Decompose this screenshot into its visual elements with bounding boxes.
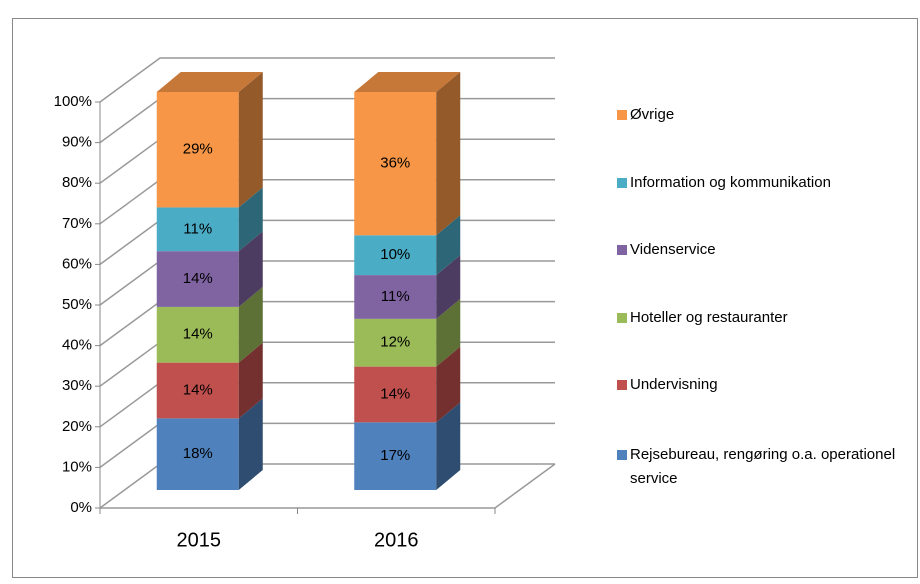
bar-side xyxy=(238,72,263,208)
y-tick-label: 30% xyxy=(62,377,92,394)
y-tick-label: 0% xyxy=(70,499,92,516)
value-label: 12% xyxy=(380,334,410,351)
value-label: 18% xyxy=(183,445,213,462)
y-tick-label: 20% xyxy=(62,418,92,435)
bar-side xyxy=(436,215,461,276)
value-label: 29% xyxy=(183,141,213,158)
bar-side xyxy=(436,346,461,423)
bar-side xyxy=(238,286,263,363)
bar-segment xyxy=(354,92,437,236)
grid-line xyxy=(99,57,555,103)
value-label: 14% xyxy=(183,381,213,398)
legend-swatch xyxy=(617,313,627,323)
bar-segment xyxy=(156,362,239,419)
bar-side xyxy=(436,72,461,236)
value-label: 14% xyxy=(183,270,213,287)
bar-segment xyxy=(156,207,239,252)
legend-label: Information og kommunikation xyxy=(630,174,831,191)
bar-side xyxy=(436,298,461,367)
bar-segment xyxy=(354,318,437,367)
value-label: 14% xyxy=(183,326,213,343)
legend-label: Hoteller og restauranter xyxy=(630,309,788,326)
y-tick-label: 50% xyxy=(62,296,92,313)
bar-segment xyxy=(156,306,239,363)
y-tick-label: 100% xyxy=(54,93,92,110)
legend-label: Rejsebureau, rengøring o.a. operationel … xyxy=(630,446,896,487)
bar-side xyxy=(238,187,263,252)
legend-swatch xyxy=(617,450,627,460)
y-tick-label: 40% xyxy=(62,337,92,354)
x-tick-label: 2016 xyxy=(374,529,419,551)
legend-label: Øvrige xyxy=(630,106,675,123)
bar-segment xyxy=(354,366,437,423)
bar-side xyxy=(238,398,263,490)
legend-swatch xyxy=(617,110,627,120)
bar-side xyxy=(238,342,263,419)
value-label: 17% xyxy=(380,447,410,464)
legend-swatch xyxy=(617,380,627,390)
bar-segment xyxy=(156,92,239,208)
bar-side xyxy=(436,255,461,319)
y-tick-label: 90% xyxy=(62,134,92,151)
legend-swatch xyxy=(617,245,627,255)
bar-segment xyxy=(354,422,437,490)
y-tick-label: 60% xyxy=(62,255,92,272)
y-tick-label: 80% xyxy=(62,174,92,191)
legend-label: Videnservice xyxy=(630,241,716,258)
bar-top xyxy=(156,72,263,92)
bar-side xyxy=(436,402,461,490)
legend-label: Undervisning xyxy=(630,376,718,393)
value-label: 36% xyxy=(380,155,410,172)
value-label: 11% xyxy=(183,220,212,237)
y-tick-label: 70% xyxy=(62,215,92,232)
x-tick-label: 2015 xyxy=(177,529,222,551)
legend-swatch xyxy=(617,178,627,188)
bar-segment xyxy=(156,251,239,307)
bar-segment xyxy=(354,235,437,276)
y-tick-label: 10% xyxy=(62,458,92,475)
value-label: 11% xyxy=(381,288,410,305)
bar-top xyxy=(354,72,461,92)
value-label: 14% xyxy=(380,385,410,402)
bar-segment xyxy=(354,275,437,319)
value-label: 10% xyxy=(380,246,410,263)
bar-side xyxy=(238,231,263,307)
bar-segment xyxy=(156,418,239,490)
